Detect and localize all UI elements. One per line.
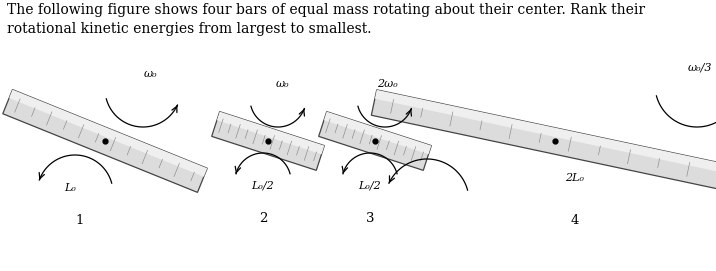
Text: 4: 4 bbox=[571, 215, 579, 227]
Text: 2: 2 bbox=[258, 212, 267, 225]
Polygon shape bbox=[217, 112, 324, 154]
Text: L₀/2: L₀/2 bbox=[251, 181, 274, 191]
Polygon shape bbox=[324, 112, 431, 154]
Text: 2L₀: 2L₀ bbox=[566, 173, 584, 183]
Polygon shape bbox=[375, 90, 716, 176]
Text: ω₀: ω₀ bbox=[276, 79, 290, 89]
Text: The following figure shows four bars of equal mass rotating about their center. : The following figure shows four bars of … bbox=[7, 3, 645, 36]
Text: 1: 1 bbox=[76, 215, 84, 227]
Text: 3: 3 bbox=[366, 212, 374, 225]
Polygon shape bbox=[212, 112, 324, 170]
Text: 2ω₀: 2ω₀ bbox=[377, 79, 397, 89]
Text: L₀/2: L₀/2 bbox=[359, 181, 382, 191]
Polygon shape bbox=[3, 90, 207, 192]
Polygon shape bbox=[372, 90, 716, 192]
Text: ω₀/3: ω₀/3 bbox=[688, 63, 712, 73]
Text: L₀: L₀ bbox=[64, 183, 76, 193]
Text: ω₀: ω₀ bbox=[143, 69, 157, 79]
Polygon shape bbox=[319, 112, 431, 170]
Polygon shape bbox=[9, 90, 207, 177]
